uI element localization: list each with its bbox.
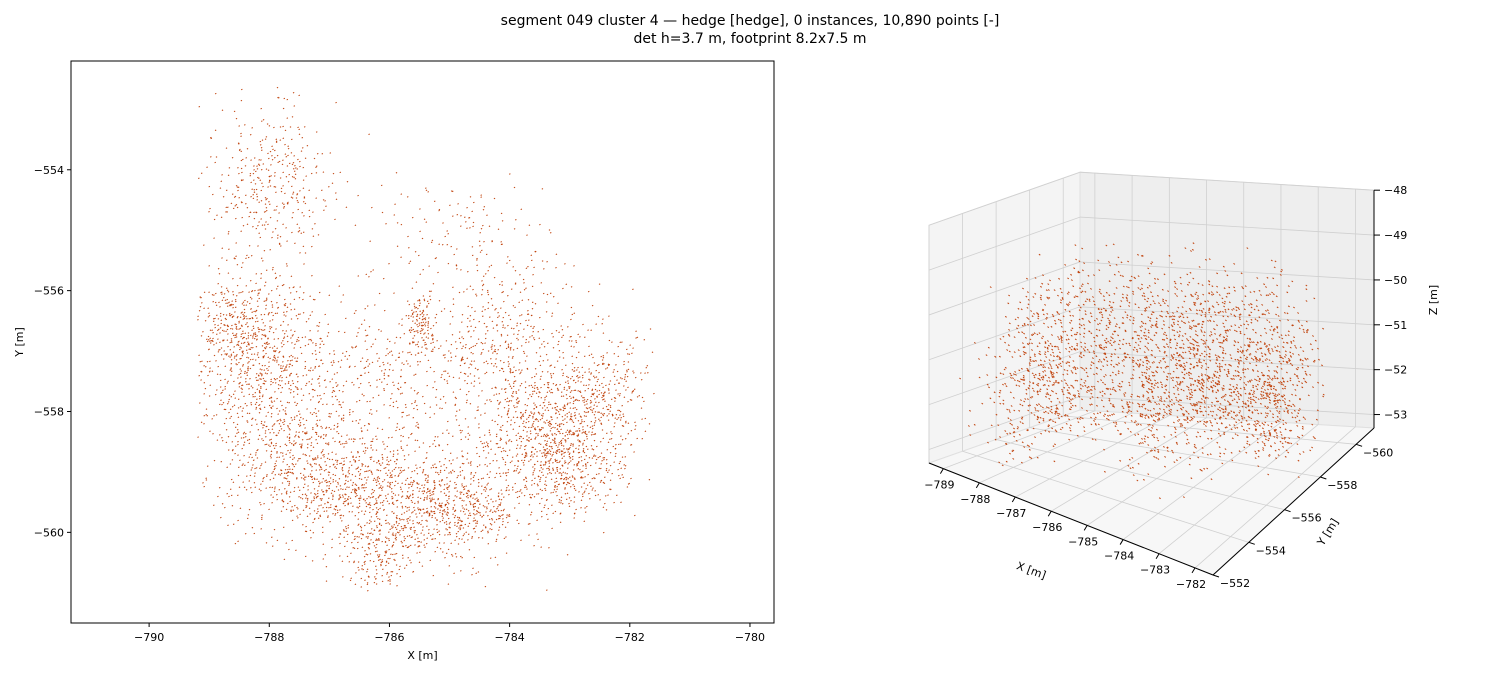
x-tick-label-3d: −787 <box>996 507 1026 520</box>
x-grid-line-floor <box>1086 419 1244 526</box>
x-axis-label: X [m] <box>407 649 437 662</box>
z-grid-line-back <box>1079 396 1375 415</box>
3d-axis-lines <box>928 190 1375 576</box>
figure-title: segment 049 cluster 4 — hedge [hedge], 0… <box>0 12 1500 48</box>
y-tick-label: −560 <box>34 526 64 539</box>
figure-title-line-1: segment 049 cluster 4 — hedge [hedge], 0… <box>500 13 1000 29</box>
x-grid-line-floor <box>1158 424 1319 555</box>
x-tick-mark-3d <box>1011 496 1016 503</box>
x-grid-line-floor <box>1194 426 1356 569</box>
x-tick-label: −780 <box>735 631 765 644</box>
x-tick-label-3d: −784 <box>1104 550 1134 563</box>
x-tick-label-3d: −782 <box>1176 578 1206 591</box>
z-grid-line-back <box>1079 351 1375 371</box>
z-grid-line-back <box>1079 216 1375 236</box>
z-grid-line-back <box>1079 261 1375 281</box>
x-grid-line-floor <box>943 410 1096 470</box>
x-tick-mark-3d <box>1191 567 1196 574</box>
y-tick-mark-3d <box>1355 443 1363 447</box>
y-axis-line <box>1212 427 1375 576</box>
x-tick-mark-3d <box>1155 553 1160 559</box>
y-tick-label: −558 <box>34 405 64 418</box>
y-tick-label-3d: −558 <box>1327 479 1357 492</box>
z-tick-label-3d: −48 <box>1384 184 1407 197</box>
x-tick-label: −784 <box>495 631 525 644</box>
z-grid-line-side <box>928 306 1081 361</box>
z-grid-line-side <box>928 171 1081 226</box>
z-tick-label-3d: −49 <box>1384 229 1407 242</box>
z-grid-line-side <box>928 396 1081 450</box>
y-tick-label-3d: −552 <box>1220 577 1250 590</box>
3d-point-cloud <box>959 242 1325 500</box>
x-grid-line-floor <box>1015 415 1170 498</box>
y-tick-mark-3d <box>1320 476 1327 480</box>
figure-title-line-2: det h=3.7 m, footprint 8.2x7.5 m <box>633 31 867 47</box>
3d-panes <box>927 171 1376 576</box>
top-view-points <box>197 86 655 592</box>
x-tick-mark-3d <box>1047 510 1052 517</box>
y-tick-label-3d: −560 <box>1363 446 1393 459</box>
z-grid-line-back <box>1079 171 1375 191</box>
x-tick-label-3d: −785 <box>1068 535 1098 548</box>
x-grid-line-floor <box>1051 417 1207 512</box>
y-axis-label: Y [m] <box>13 327 26 358</box>
top-view-plot: −790 −788 −786 −784 −782 −780 −554 −556 −558 −560… <box>13 60 775 662</box>
z-grid-line-side <box>928 261 1081 316</box>
x-grid-line-floor <box>1122 421 1282 540</box>
x-tick-label: −786 <box>374 631 404 644</box>
z-grid-line-side <box>928 351 1081 406</box>
y-tick-mark-3d <box>1248 541 1255 545</box>
x-tick-label-3d: −783 <box>1140 564 1170 577</box>
z-grid-line-back <box>1079 306 1375 326</box>
z-grid-line-side <box>928 216 1081 271</box>
x-tick-mark-3d <box>939 468 944 474</box>
x-tick-label: −788 <box>254 631 284 644</box>
y-tick-label-3d: −554 <box>1256 544 1286 557</box>
x-tick-mark-3d <box>1083 525 1088 531</box>
top-view-point-cloud <box>197 86 655 592</box>
x-tick-label-3d: −786 <box>1032 521 1062 534</box>
z-tick-label-3d: −53 <box>1384 409 1407 422</box>
x-tick-label-3d: −788 <box>960 493 990 506</box>
x-tick-mark-3d <box>975 482 980 489</box>
z-axis-label-3d: Z [m] <box>1427 285 1440 315</box>
y-grid-line-floor <box>996 439 1285 511</box>
z-tick-label-3d: −51 <box>1384 319 1407 332</box>
y-tick-label: −554 <box>34 164 64 177</box>
y-tick-label: −556 <box>34 285 64 298</box>
y-tick-mark-3d <box>1284 509 1291 513</box>
x-tick-label: −790 <box>134 631 164 644</box>
y-tick-mark-3d <box>1212 574 1220 578</box>
z-tick-label-3d: −52 <box>1384 364 1407 377</box>
3d-view-plot: −789 −788 −787 −786 −785 −784 −783 −782 −552 −554… <box>924 171 1440 591</box>
x-tick-label: −782 <box>615 631 645 644</box>
top-view-axes-frame <box>70 60 775 624</box>
x-grid-line-floor <box>979 412 1133 484</box>
y-grid-line-floor <box>1063 415 1357 445</box>
z-tick-label-3d: −50 <box>1384 274 1407 287</box>
x-axis-line <box>928 462 1214 576</box>
x-tick-label-3d: −789 <box>924 479 954 492</box>
back-pane <box>1079 171 1375 429</box>
x-axis-label-3d: X [m] <box>1015 559 1048 582</box>
y-grid-line-floor <box>962 450 1249 543</box>
y-tick-label-3d: −556 <box>1291 512 1321 525</box>
x-tick-mark-3d <box>1119 539 1124 545</box>
